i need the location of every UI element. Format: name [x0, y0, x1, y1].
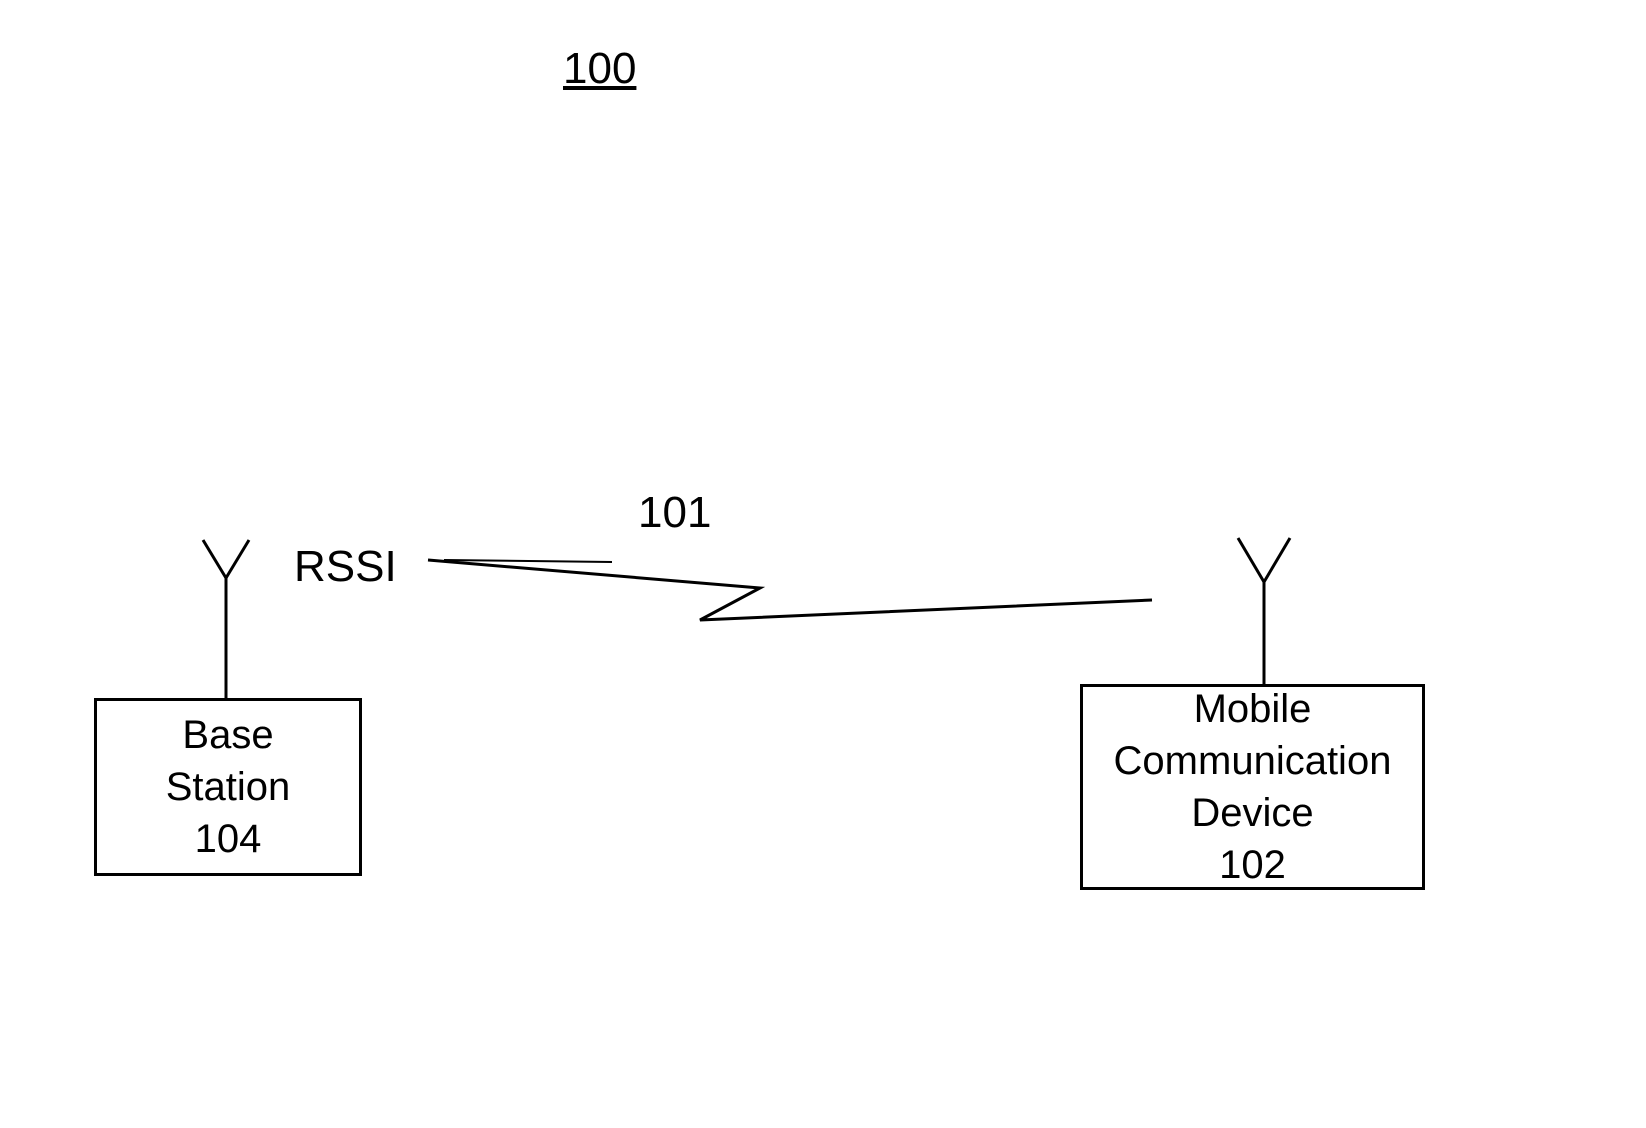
base-station-box: Base Station 104 [94, 698, 362, 876]
diagram-title: 100 [563, 44, 636, 94]
mobile-device-line2: Communication [1114, 735, 1392, 787]
mobile-device-line1: Mobile [1194, 683, 1312, 735]
base-station-line2: Station [166, 761, 291, 813]
diagram-svg [0, 0, 1646, 1128]
mobile-device-line4: 102 [1219, 839, 1286, 891]
rssi-label: RSSI [294, 542, 397, 592]
base-station-line3: 104 [195, 813, 262, 865]
base-station-line1: Base [182, 709, 273, 761]
link-label: 101 [638, 488, 711, 538]
mobile-device-line3: Device [1191, 787, 1313, 839]
mobile-device-box: Mobile Communication Device 102 [1080, 684, 1425, 890]
